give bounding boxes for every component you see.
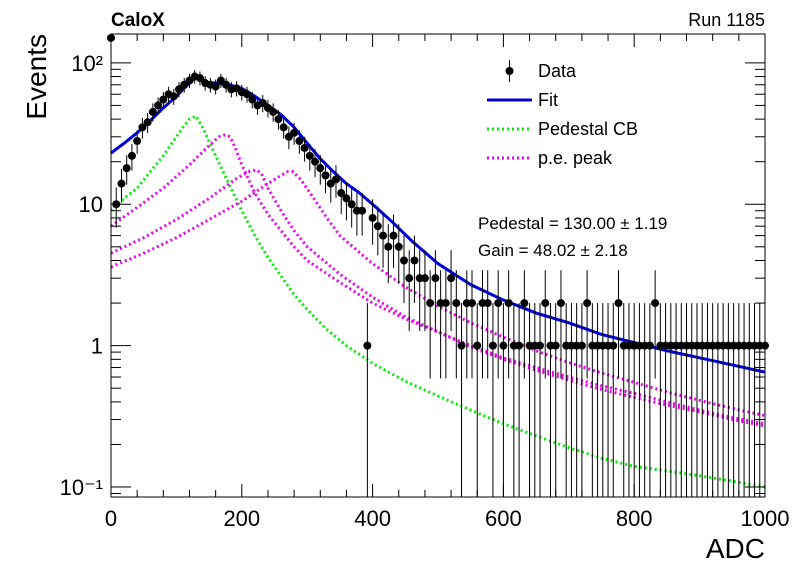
data-point: [347, 200, 356, 209]
data-point: [311, 157, 320, 166]
data-point: [583, 299, 592, 308]
data-point: [373, 222, 382, 231]
data-point: [541, 299, 550, 308]
data-point: [504, 299, 513, 308]
data-point: [127, 151, 136, 160]
data-point: [342, 194, 351, 203]
data-point: [499, 341, 508, 350]
data-point: [321, 171, 330, 180]
data-point: [117, 179, 126, 188]
data-point: [556, 299, 565, 308]
data-point: [389, 231, 398, 240]
data-point: [143, 118, 152, 127]
data-point: [384, 242, 393, 251]
pe-peak-line: [110, 133, 766, 426]
y-tick-label: 1: [91, 334, 103, 359]
data-point: [295, 137, 304, 146]
data-point: [358, 206, 367, 215]
data-point: [431, 274, 440, 283]
x-axis-label: ADC: [706, 533, 765, 564]
legend: Data Fit Pedestal CB p.e. peak: [487, 60, 638, 168]
data-point: [468, 299, 477, 308]
data-point: [420, 274, 429, 283]
pe-peak-line: [110, 170, 766, 418]
data-point: [363, 341, 372, 350]
x-tick-label: 200: [223, 506, 260, 531]
pe-peak-line: [110, 168, 766, 428]
data-point: [473, 341, 482, 350]
run-label: Run 1185: [688, 10, 765, 30]
data-point: [148, 107, 157, 116]
data-point: [269, 107, 278, 116]
x-tick-label: 0: [105, 506, 117, 531]
data-point: [243, 90, 252, 99]
legend-label: Data: [538, 61, 577, 81]
y-tick-label: 10²: [71, 51, 103, 76]
legend-label: Pedestal CB: [538, 119, 638, 139]
data-point: [452, 299, 461, 308]
legend-label: p.e. peak: [538, 148, 613, 168]
gain-annotation: Gain = 48.02 ± 2.18: [478, 241, 628, 260]
plot-frame: [110, 33, 766, 498]
data-point: [122, 164, 131, 173]
data-point: [551, 341, 560, 350]
data-point: [614, 299, 623, 308]
data-point: [337, 189, 346, 198]
data-point: [379, 231, 388, 240]
x-tick-label: 400: [354, 506, 391, 531]
y-tick-label: 10: [79, 192, 103, 217]
data-point: [279, 123, 288, 132]
data-point: [368, 213, 377, 222]
data-point: [651, 299, 660, 308]
data-point: [441, 299, 450, 308]
data-point: [483, 299, 492, 308]
data-point: [290, 128, 299, 137]
data-point: [488, 341, 497, 350]
data-point: [138, 123, 147, 132]
data-point: [175, 85, 184, 94]
data-point: [494, 299, 503, 308]
data-point: [515, 341, 524, 350]
data-point: [536, 341, 545, 350]
data-point: [248, 95, 257, 104]
legend-label: Fit: [538, 90, 558, 110]
y-axis-label: Events: [21, 34, 52, 120]
data-point: [410, 256, 419, 265]
data-point: [405, 274, 414, 283]
plot-content: [107, 33, 769, 497]
data-point: [399, 256, 408, 265]
data-point: [300, 143, 309, 152]
pedestal-annotation: Pedestal = 130.00 ± 1.19: [478, 214, 667, 233]
data-point: [195, 74, 204, 83]
data-point: [331, 175, 340, 184]
data-point: [394, 242, 403, 251]
data-point: [211, 82, 220, 91]
data-point: [645, 341, 654, 350]
data-point: [520, 299, 529, 308]
data-point: [609, 341, 618, 350]
data-point: [154, 101, 163, 110]
data-point: [274, 115, 283, 124]
data-point: [133, 137, 142, 146]
x-tick-label: 600: [485, 506, 522, 531]
data-point: [447, 274, 456, 283]
data-point: [457, 341, 466, 350]
experiment-label: CaloX: [111, 10, 165, 31]
data-point: [316, 164, 325, 173]
x-tick-label: 800: [616, 506, 653, 531]
x-tick-label: 1000: [741, 506, 790, 531]
data-point: [159, 95, 168, 104]
data-point: [169, 92, 178, 101]
axes: 0 200 400 600 800 1000 10⁻¹ 1 10 10²: [60, 34, 790, 531]
data-point: [577, 341, 586, 350]
legend-data-marker: [505, 67, 514, 75]
y-tick-label: 10⁻¹: [60, 475, 103, 500]
data-point: [426, 299, 435, 308]
data-point: [258, 99, 267, 108]
data-point: [305, 151, 314, 160]
data-point: [222, 80, 231, 89]
